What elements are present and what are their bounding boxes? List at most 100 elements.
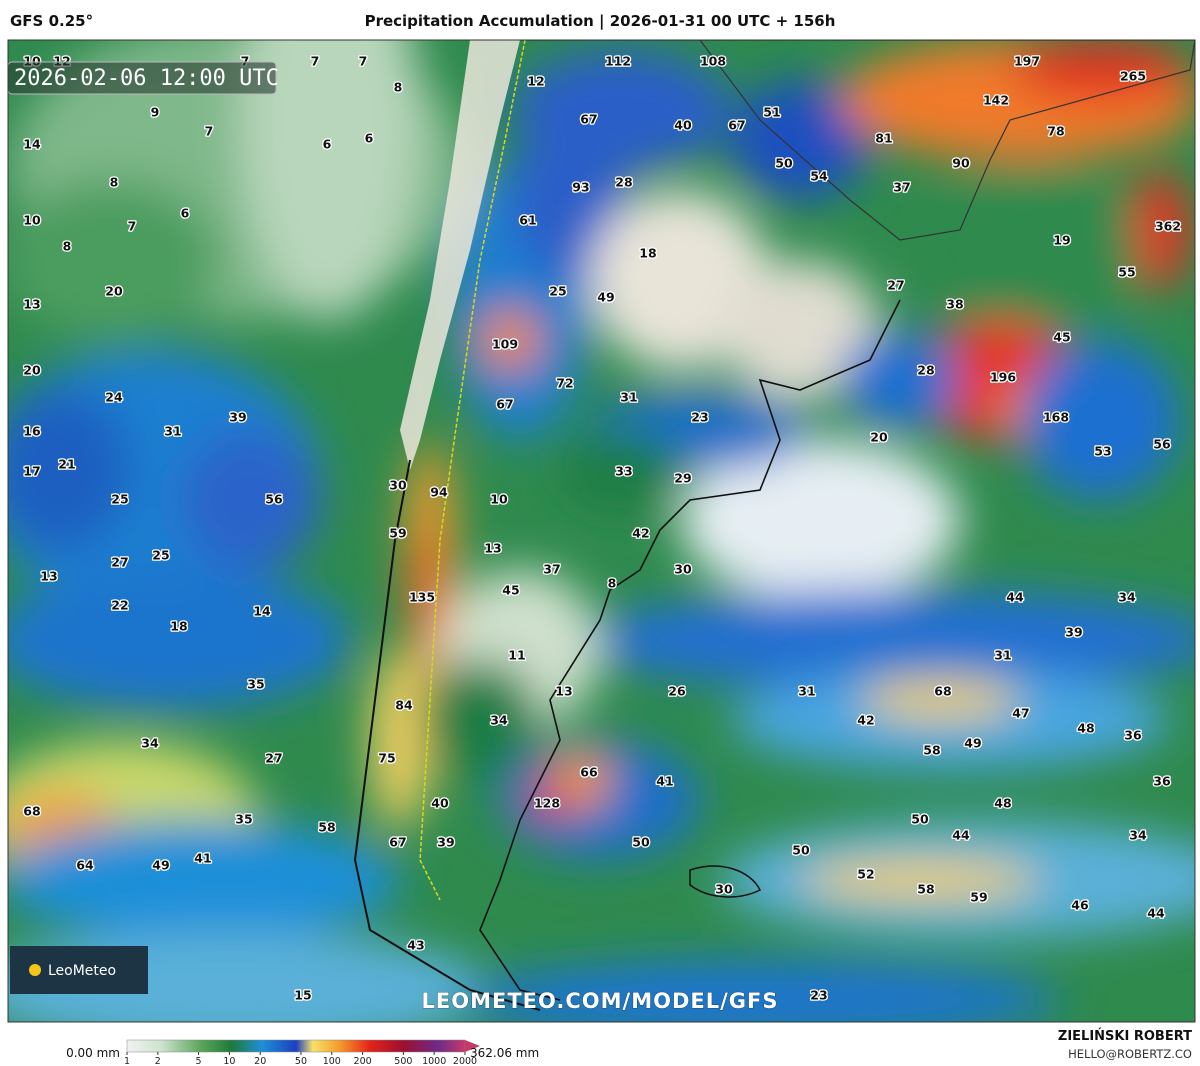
precip-label: 53	[1094, 444, 1111, 459]
colorbar-tick-label: 2000	[453, 1056, 477, 1066]
colorbar-tick-label: 200	[354, 1056, 372, 1066]
precip-label: 45	[1053, 330, 1070, 345]
precip-label: 17	[23, 464, 40, 479]
precip-label: 36	[1124, 728, 1142, 743]
precip-label: 15	[294, 988, 311, 1003]
precip-label: 6	[365, 131, 374, 146]
precip-label: 10	[490, 492, 508, 507]
precip-area	[180, 430, 320, 570]
precip-label: 168	[1043, 410, 1069, 425]
precip-label: 59	[970, 890, 987, 905]
precip-label: 54	[810, 169, 828, 184]
coastline	[353, 459, 541, 1011]
precip-area	[730, 670, 1170, 770]
precip-label: 22	[111, 598, 128, 613]
precip-label: 84	[395, 698, 413, 713]
precip-area	[840, 330, 960, 430]
falklands	[689, 865, 762, 898]
precip-area	[1010, 40, 1190, 100]
precip-label: 75	[378, 751, 395, 766]
precip-label: 31	[798, 684, 815, 699]
precip-label: 24	[105, 390, 123, 405]
precip-label: 31	[620, 390, 637, 405]
precip-label: 40	[431, 796, 449, 811]
precip-label: 31	[164, 424, 181, 439]
precip-label: 7	[205, 124, 214, 139]
precip-label: 66	[580, 765, 598, 780]
colorbar-arrow	[465, 1040, 480, 1052]
precip-label: 68	[934, 684, 951, 699]
precip-label: 49	[964, 736, 981, 751]
precip-label: 67	[728, 118, 745, 133]
precip-label: 197	[1014, 54, 1040, 69]
precip-label: 8	[63, 239, 72, 254]
precip-area	[8, 820, 400, 940]
precip-label: 34	[1118, 590, 1136, 605]
precip-label: 30	[715, 882, 733, 897]
colorbar-tick-label: 500	[394, 1056, 412, 1066]
andes-land	[400, 40, 520, 470]
precip-label: 44	[1147, 906, 1165, 921]
precip-label: 27	[265, 751, 282, 766]
precip-label: 43	[407, 938, 424, 953]
colorbar	[126, 1039, 466, 1053]
precip-area	[580, 590, 1195, 690]
precip-label: 50	[632, 835, 650, 850]
valid-time: 2026-02-06 12:00 UTC	[14, 66, 279, 91]
precip-label: 90	[952, 156, 970, 171]
time-stamp-box	[8, 61, 277, 95]
logo-text: LeoMeteo	[48, 963, 116, 979]
precip-label: 8	[394, 80, 403, 95]
precip-label: 93	[572, 180, 589, 195]
colorbar-tick-label: 50	[295, 1056, 307, 1066]
chart-title: Precipitation Accumulation | 2026-01-31 …	[365, 12, 836, 31]
email: HELLO@ROBERTZ.CO	[1068, 1047, 1192, 1061]
precip-label: 26	[668, 684, 686, 699]
precip-label: 10	[23, 213, 41, 228]
precip-area	[1020, 340, 1180, 500]
precip-area	[420, 660, 540, 780]
precip-label: 20	[870, 430, 888, 445]
precip-label: 35	[247, 677, 264, 692]
precip-label: 67	[496, 397, 513, 412]
precip-label: 13	[40, 569, 57, 584]
precip-area	[8, 570, 350, 710]
precip-area	[240, 40, 420, 320]
precip-label: 51	[763, 105, 780, 120]
colorbar-min: 0.00 mm	[66, 1046, 120, 1060]
precip-label: 30	[674, 562, 692, 577]
precip-label: 16	[23, 424, 41, 439]
precip-label: 29	[674, 471, 691, 486]
colorbar-tick-label: 1000	[422, 1056, 446, 1066]
precip-label: 112	[605, 54, 631, 69]
precip-label: 109	[492, 337, 518, 352]
precip-label: 27	[111, 555, 128, 570]
precip-label: 41	[194, 851, 211, 866]
precip-label: 39	[1065, 625, 1082, 640]
precip-label: 14	[253, 604, 271, 619]
precip-area	[1130, 170, 1190, 290]
precip-label: 55	[1118, 265, 1135, 280]
precip-label: 48	[994, 796, 1011, 811]
precip-area	[413, 530, 437, 650]
coastline	[520, 40, 1195, 241]
colorbar-tick-label: 2	[155, 1056, 161, 1066]
precip-label: 11	[508, 648, 525, 663]
precip-label: 20	[23, 363, 41, 378]
precip-label: 31	[994, 648, 1011, 663]
precip-label: 6	[323, 137, 332, 152]
precip-label: 33	[615, 464, 632, 479]
precip-label: 13	[484, 541, 501, 556]
precip-label: 50	[792, 843, 810, 858]
precip-area	[920, 170, 1140, 330]
precip-label: 37	[543, 562, 560, 577]
logo-sun	[29, 964, 41, 976]
precip-label: 44	[1006, 590, 1024, 605]
precip-label: 9	[151, 105, 160, 120]
precip-area	[480, 310, 540, 370]
precip-label: 68	[23, 804, 40, 819]
precip-label: 34	[490, 713, 508, 728]
precip-label: 21	[58, 457, 75, 472]
